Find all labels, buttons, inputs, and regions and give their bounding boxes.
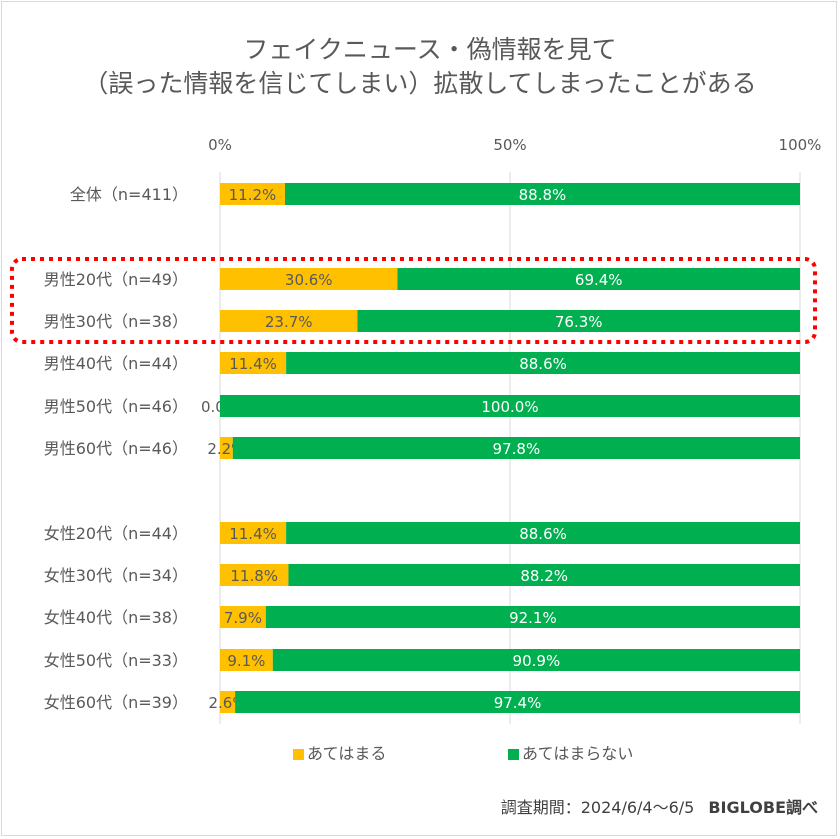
bar-segment-atehamaranai xyxy=(286,352,800,374)
legend-item-atehamaranai: あてはまらない xyxy=(508,740,633,764)
bar-segment-atehamaru xyxy=(220,268,398,290)
category-label: 女性40代（n=38） xyxy=(44,608,188,627)
bar-segment-atehamaru xyxy=(220,352,287,374)
data-label: 88.8% xyxy=(519,186,567,204)
x-tick-label: 100% xyxy=(779,136,822,154)
category-label: 女性60代（n=39） xyxy=(44,693,188,712)
category-label: 女性50代（n=33） xyxy=(44,651,188,670)
data-label: 69.4% xyxy=(575,271,623,289)
bar-segment-atehamaranai xyxy=(265,606,800,628)
category-label: 男性40代（n=44） xyxy=(44,354,188,373)
survey-period: 調査期間：2024/6/4～6/5 xyxy=(500,798,695,817)
legend-item-atehamaru: あてはまる xyxy=(293,740,386,764)
bar-segment-atehamaranai xyxy=(284,183,801,205)
data-label: 11.4% xyxy=(229,355,277,373)
bar-segment-atehamaru xyxy=(220,310,358,332)
legend-label-atehamaru: あてはまる xyxy=(307,744,387,763)
data-label: 11.8% xyxy=(230,567,278,585)
bar-segment-atehamaranai xyxy=(235,691,800,713)
data-label: 97.8% xyxy=(493,440,541,458)
bar-segment-atehamaru xyxy=(220,691,236,713)
category-label: 男性60代（n=46） xyxy=(44,439,188,458)
category-label: 男性20代（n=49） xyxy=(44,270,188,289)
category-label: 女性30代（n=34） xyxy=(44,566,188,585)
bar-segment-atehamaru xyxy=(220,437,233,459)
x-tick-label: 50% xyxy=(493,136,526,154)
highlight-dotted-box xyxy=(10,257,817,344)
chart-title-line-2: （誤った情報を信じてしまい）拡散してしまったことがある xyxy=(83,69,757,98)
bar-segment-atehamaranai xyxy=(288,564,800,586)
data-label: 11.2% xyxy=(229,186,277,204)
data-label: 9.1% xyxy=(227,652,265,670)
bar-segment-atehamaranai xyxy=(232,437,800,459)
legend-label-atehamaranai: あてはまらない xyxy=(522,744,634,763)
data-label: 92.1% xyxy=(509,609,557,627)
data-label: 90.9% xyxy=(513,652,561,670)
data-label: 7.9% xyxy=(224,609,262,627)
bar-segment-atehamaranai xyxy=(357,310,800,332)
bar-segment-atehamaranai xyxy=(397,268,800,290)
bar-segment-atehamaru xyxy=(220,522,287,544)
data-label: 76.3% xyxy=(555,313,603,331)
category-label: 男性30代（n=38） xyxy=(44,312,188,331)
bar-segment-atehamaranai xyxy=(286,522,800,544)
data-label: 88.6% xyxy=(519,355,567,373)
data-label: 11.4% xyxy=(229,525,277,543)
bar-segment-atehamaru xyxy=(220,649,273,671)
chart-title-line-1: フェイクニュース・偽情報を見て xyxy=(243,35,617,64)
data-label: 23.7% xyxy=(265,313,313,331)
legend-swatch-orange xyxy=(293,748,304,760)
source-credit: BIGLOBE調べ xyxy=(708,798,818,817)
category-label: 全体（n=411） xyxy=(70,185,188,204)
data-label: 30.6% xyxy=(285,271,333,289)
bar-segment-atehamaru xyxy=(220,606,266,628)
data-label: 88.6% xyxy=(519,525,567,543)
data-label: 88.2% xyxy=(520,567,568,585)
category-label: 男性50代（n=46） xyxy=(44,397,188,416)
bar-segment-atehamaranai xyxy=(220,395,800,417)
footer: 調査期間：2024/6/4～6/5 BIGLOBE調べ xyxy=(501,794,818,818)
bar-segment-atehamaru xyxy=(220,183,285,205)
bar-segment-atehamaru xyxy=(220,564,289,586)
legend-swatch-green xyxy=(508,748,519,760)
bar-segment-atehamaranai xyxy=(272,649,800,671)
data-label: 97.4% xyxy=(494,694,542,712)
data-label: 100.0% xyxy=(481,398,538,416)
x-tick-label: 0% xyxy=(208,136,232,154)
category-label: 女性20代（n=44） xyxy=(44,524,188,543)
